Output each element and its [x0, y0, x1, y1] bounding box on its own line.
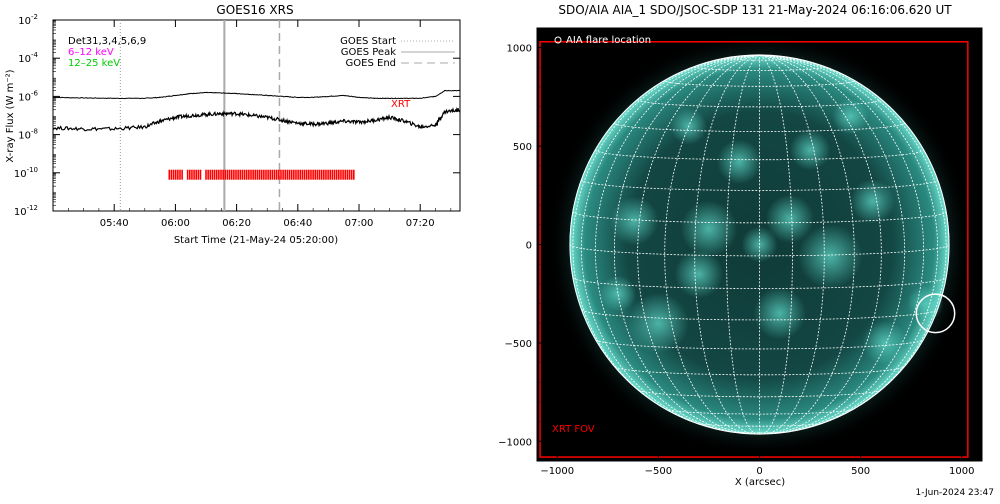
goes-y-ticks: 10-2 10-4 10-6 10-8 10-10 10-12 — [14, 13, 460, 218]
grid-meridian — [572, 54, 760, 423]
aia-x-ticks: −1000 −500 0 500 1000 — [540, 28, 974, 477]
aia-y-ticks: 1000 500 0 −500 −1000 — [498, 44, 982, 448]
flux-series-upper — [52, 89, 461, 100]
active-region — [850, 178, 896, 224]
y-tick-label: 10-10 — [14, 166, 38, 180]
goes-y-axis-label: X-ray Flux (W m⁻²) — [5, 69, 16, 162]
grid-meridian — [759, 54, 906, 434]
active-region — [765, 194, 815, 244]
grid-parallel — [614, 366, 905, 376]
flare-legend-marker — [554, 36, 562, 44]
grid-meridian — [637, 54, 760, 434]
goes-x-axis-label: Start Time (21-May-24 05:20:00) — [174, 235, 338, 246]
flux-series-lower — [52, 106, 461, 132]
y-tick-label: 0 — [526, 241, 532, 252]
y-tick-label: −1000 — [498, 437, 532, 448]
flare-legend-label: AIA flare location — [566, 35, 651, 46]
active-region — [862, 320, 908, 366]
legend-band-12-25: 12–25 keV — [68, 58, 120, 69]
y-tick-label: 10-2 — [18, 13, 38, 27]
x-tick-label: 07:20 — [406, 218, 435, 229]
y-tick-label: 1000 — [507, 44, 532, 55]
x-tick-label: 07:00 — [345, 218, 374, 229]
goes-plot-frame — [52, 19, 461, 212]
y-tick-label: 10-4 — [18, 51, 38, 65]
goes-panel: GOES16 XRS 10-2 10-4 10-6 10-8 10-10 10-12 05… — [5, 3, 461, 246]
grid-meridian — [594, 54, 760, 433]
grid-meridian — [759, 54, 793, 435]
grid-meridian — [613, 54, 760, 434]
active-region — [599, 275, 637, 312]
goes-title: GOES16 XRS — [216, 3, 293, 17]
grid-meridian — [759, 54, 925, 433]
grid-parallel — [572, 211, 947, 224]
active-region — [674, 249, 724, 299]
active-region — [628, 292, 689, 354]
footer-timestamp: 1-Jun-2024 23:47 — [915, 488, 995, 498]
goes-xrt-marks — [168, 169, 355, 180]
x-tick-label: 06:20 — [222, 218, 251, 229]
x-tick-label: 0 — [756, 466, 762, 477]
y-tick-label: −500 — [505, 339, 532, 350]
grid-meridian — [694, 54, 760, 435]
active-region — [789, 129, 831, 171]
active-region — [797, 223, 863, 289]
legend-band-6-12: 6–12 keV — [68, 47, 114, 58]
solar-limb — [569, 54, 950, 435]
y-tick-label: 10-8 — [18, 128, 38, 142]
active-region — [717, 139, 762, 185]
x-tick-label: 06:40 — [283, 218, 312, 229]
aia-title: SDO/AIA AIA_1 SDO/JSOC-SDP 131 21-May-20… — [558, 3, 952, 17]
xrt-fov-label: XRT FOV — [552, 424, 595, 435]
active-region — [832, 98, 869, 135]
grid-meridian — [726, 54, 760, 435]
y-tick-label: 500 — [513, 142, 532, 153]
legend-goes-start: GOES Start — [340, 36, 396, 47]
x-tick-label: 06:00 — [161, 218, 190, 229]
goes-x-ticks: 05:40 06:00 06:20 06:40 07:00 07:20 — [52, 20, 452, 229]
active-region — [680, 200, 738, 258]
aia-panel: SDO/AIA AIA_1 SDO/JSOC-SDP 131 21-May-20… — [498, 3, 983, 488]
x-tick-label: −500 — [645, 466, 672, 477]
grid-meridian — [759, 54, 855, 435]
grid-meridian — [759, 54, 825, 435]
legend-goes-peak: GOES Peak — [341, 47, 396, 58]
legend-detectors: Det31,3,4,5,6,9 — [68, 36, 146, 47]
grid-meridian — [664, 54, 760, 435]
y-tick-label: 10-6 — [18, 89, 38, 103]
legend-goes-end: GOES End — [346, 58, 396, 69]
active-region — [609, 196, 659, 246]
active-region — [753, 287, 807, 340]
xrt-fov-box — [539, 41, 969, 458]
x-tick-label: 1000 — [949, 466, 974, 477]
x-tick-label: −1000 — [540, 466, 574, 477]
goes-series — [52, 89, 461, 132]
aia-image — [539, 32, 972, 458]
y-tick-label: 10-12 — [14, 204, 38, 218]
grid-parallel — [665, 408, 854, 415]
aia-x-axis-label: X (arcsec) — [735, 477, 785, 488]
x-tick-label: 05:40 — [100, 218, 129, 229]
grid-meridian — [759, 54, 947, 423]
x-tick-label: 500 — [851, 466, 870, 477]
flare-location-circle — [915, 293, 956, 334]
xrt-label: XRT — [391, 99, 411, 110]
grid-meridian — [580, 54, 760, 431]
grid-meridian — [759, 54, 882, 434]
heliographic-grid — [569, 54, 950, 435]
grid-meridian — [759, 54, 939, 431]
